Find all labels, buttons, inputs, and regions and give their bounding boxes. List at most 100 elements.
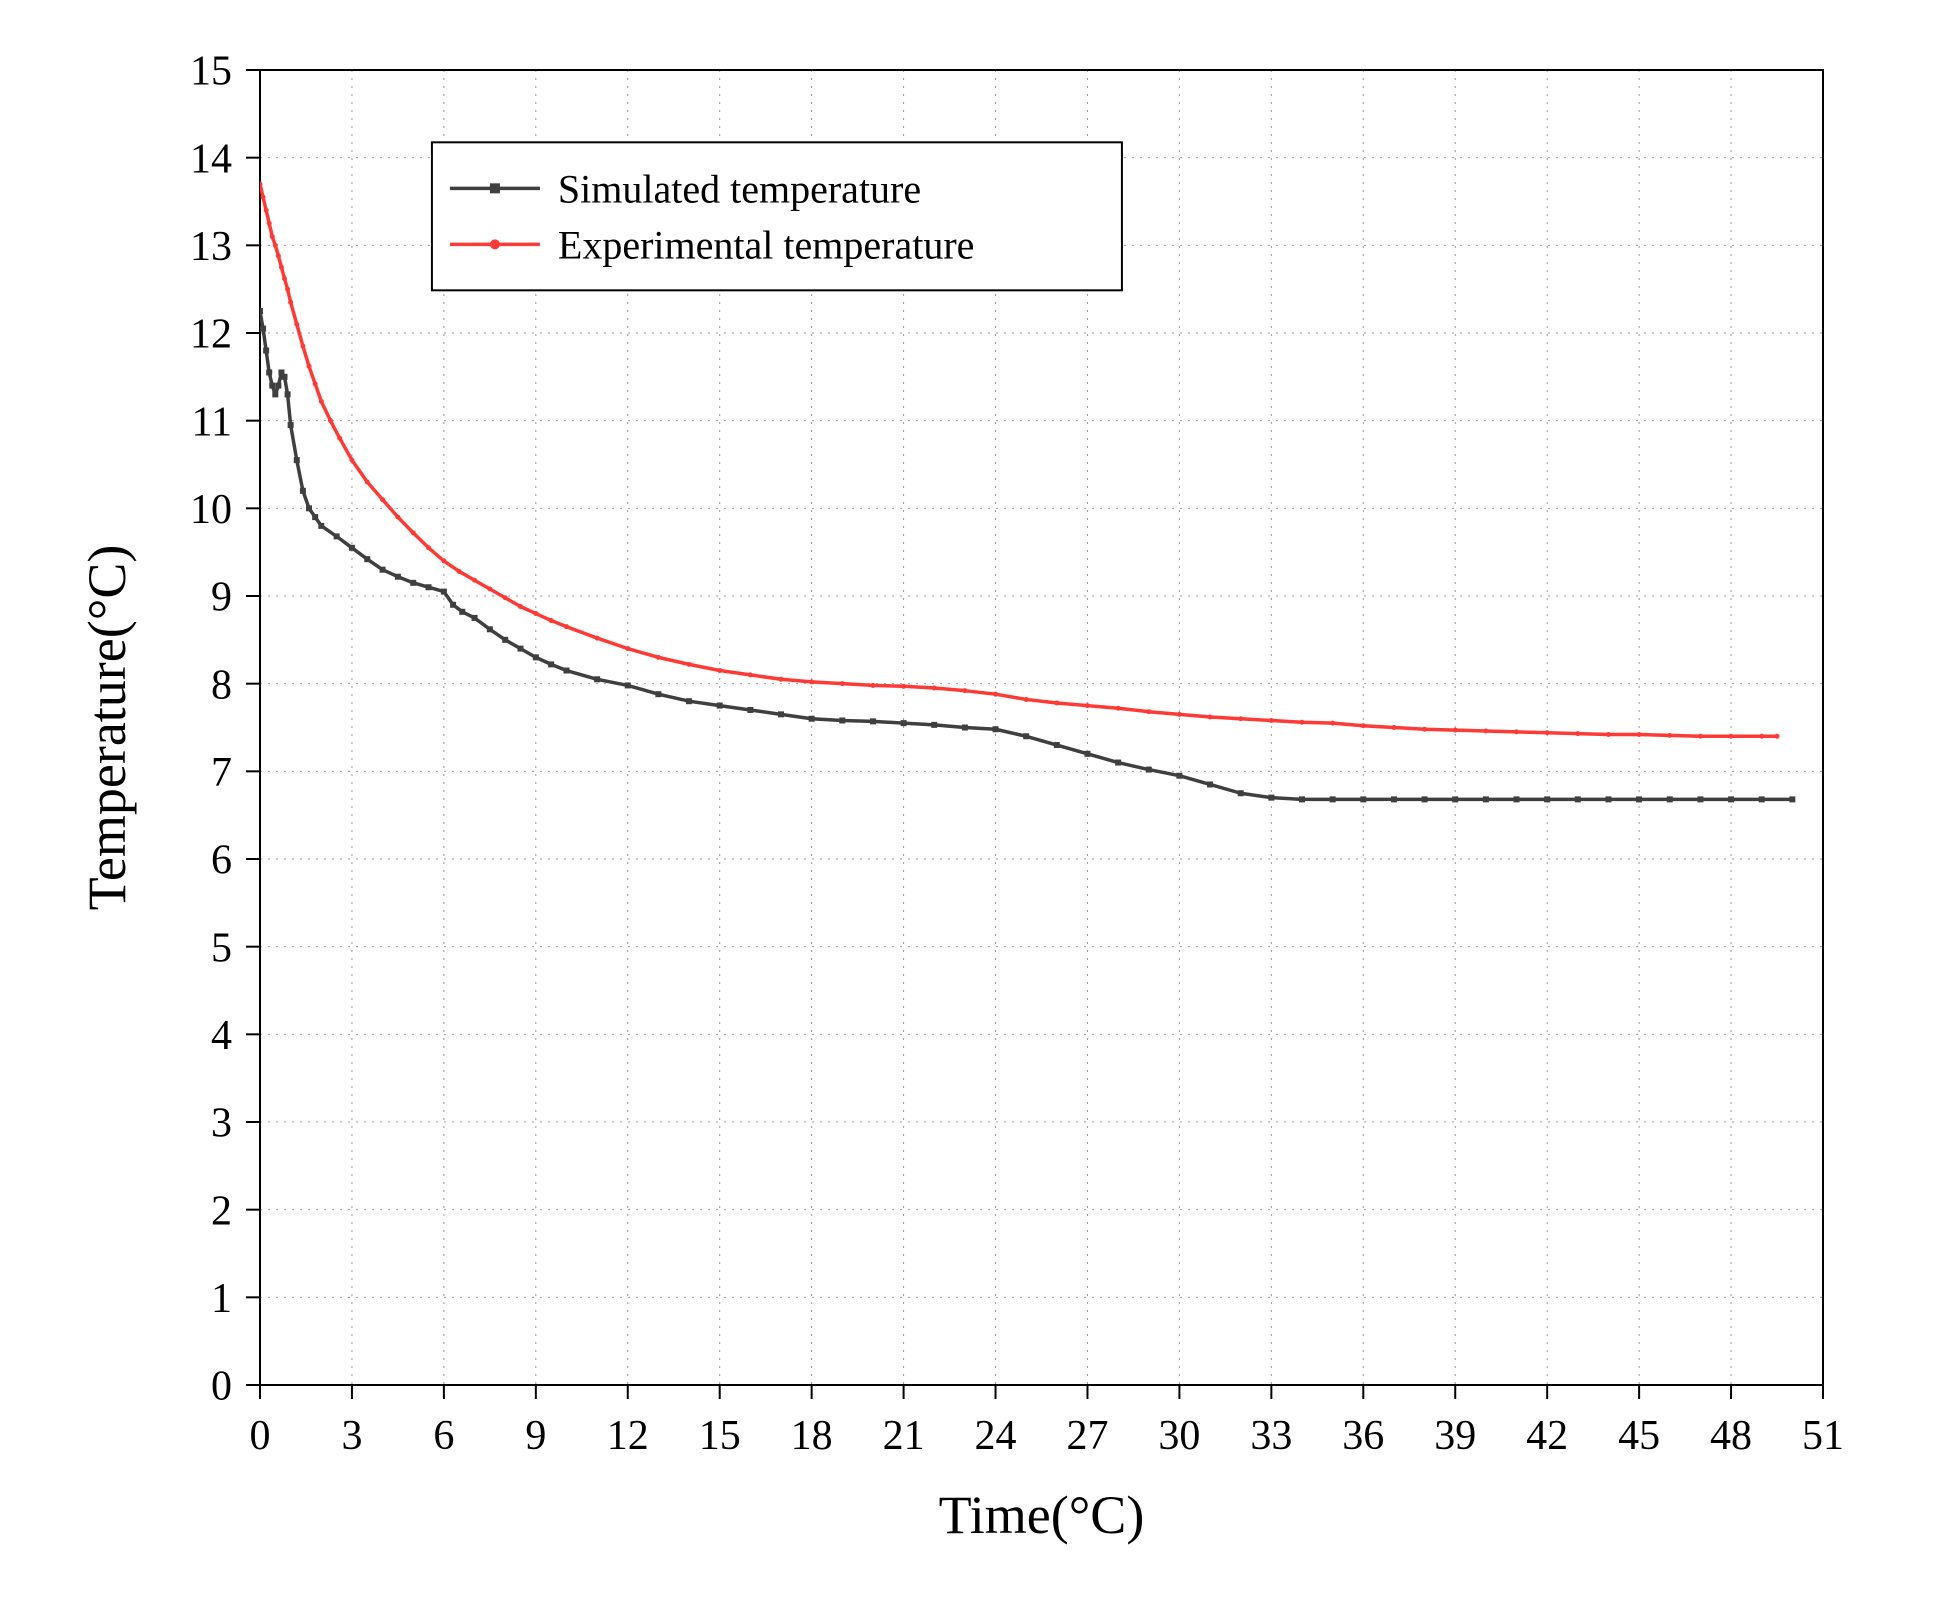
series-marker	[1759, 734, 1764, 739]
series-marker	[380, 567, 386, 573]
y-tick-label: 15	[190, 49, 232, 95]
series-marker	[840, 681, 845, 686]
y-tick-label: 7	[211, 750, 232, 796]
series-marker	[503, 595, 508, 600]
temperature-chart: 0369121518212427303336394245485101234567…	[0, 0, 1953, 1615]
series-marker	[518, 646, 524, 652]
series-marker	[870, 718, 876, 724]
series-marker	[1575, 731, 1580, 736]
series-marker	[1269, 718, 1274, 723]
chart-svg: 0369121518212427303336394245485101234567…	[0, 0, 1953, 1615]
series-marker	[1208, 714, 1213, 719]
x-tick-label: 21	[883, 1413, 925, 1459]
series-marker	[334, 533, 340, 539]
x-tick-label: 18	[791, 1413, 833, 1459]
series-marker	[809, 716, 815, 722]
y-tick-label: 11	[192, 399, 232, 445]
series-marker	[809, 679, 814, 684]
series-marker	[1452, 796, 1458, 802]
series-marker	[487, 626, 493, 632]
series-marker	[686, 698, 692, 704]
y-axis-label: Temperature(°C)	[77, 545, 137, 911]
series-marker	[275, 383, 281, 389]
x-tick-label: 39	[1434, 1413, 1476, 1459]
series-marker	[1775, 734, 1780, 739]
series-marker	[410, 580, 416, 586]
x-tick-label: 3	[341, 1413, 362, 1459]
series-marker	[931, 722, 937, 728]
x-tick-label: 45	[1618, 1413, 1660, 1459]
series-marker	[717, 668, 722, 673]
series-marker	[625, 682, 631, 688]
y-tick-label: 9	[211, 575, 232, 621]
series-marker	[1636, 796, 1642, 802]
series-marker	[1606, 732, 1611, 737]
y-tick-label: 6	[211, 838, 232, 884]
series-marker	[1361, 723, 1366, 728]
series-marker	[533, 654, 539, 660]
y-tick-label: 4	[211, 1013, 232, 1059]
series-marker	[276, 253, 281, 258]
y-tick-label: 13	[190, 224, 232, 270]
x-tick-label: 0	[250, 1413, 271, 1459]
series-marker	[1545, 730, 1550, 735]
series-marker	[563, 668, 569, 674]
series-marker	[1084, 751, 1090, 757]
series-marker	[779, 677, 784, 682]
series-marker	[307, 364, 312, 369]
series-marker	[260, 326, 266, 332]
series-marker	[312, 514, 318, 520]
series-marker	[747, 707, 753, 713]
series-marker	[266, 369, 272, 375]
y-tick-label: 10	[190, 487, 232, 533]
series-marker	[294, 322, 299, 327]
series-marker	[901, 684, 906, 689]
series-marker	[1146, 709, 1151, 714]
legend-label: Experimental temperature	[558, 222, 974, 267]
x-tick-label: 6	[433, 1413, 454, 1459]
series-marker	[300, 488, 306, 494]
x-tick-label: 42	[1526, 1413, 1568, 1459]
series-marker	[1177, 712, 1182, 717]
series-marker	[319, 399, 324, 404]
series-marker	[270, 234, 275, 239]
series-marker	[595, 636, 600, 641]
series-marker	[1667, 733, 1672, 738]
series-marker	[272, 391, 278, 397]
series-marker	[269, 383, 275, 389]
series-marker	[548, 661, 554, 667]
series-marker	[328, 418, 333, 423]
series-marker	[1391, 796, 1397, 802]
series-marker	[1023, 733, 1029, 739]
series-marker	[1115, 760, 1121, 766]
legend-label: Simulated temperature	[558, 166, 921, 211]
series-marker	[279, 265, 284, 270]
y-tick-label: 2	[211, 1188, 232, 1234]
x-axis-label: Time(°C)	[939, 1485, 1145, 1545]
series-marker	[1605, 796, 1611, 802]
series-marker	[748, 672, 753, 677]
x-tick-label: 9	[525, 1413, 546, 1459]
series-marker	[273, 243, 278, 248]
series-marker	[1360, 796, 1366, 802]
series-marker	[1789, 796, 1795, 802]
series-marker	[1085, 703, 1090, 708]
x-tick-label: 24	[975, 1413, 1017, 1459]
series-marker	[264, 208, 269, 213]
series-marker	[518, 604, 523, 609]
series-marker	[261, 195, 266, 200]
x-tick-label: 48	[1710, 1413, 1752, 1459]
series-marker	[1024, 697, 1029, 702]
series-marker	[993, 692, 998, 697]
series-marker	[1697, 796, 1703, 802]
series-marker	[1544, 796, 1550, 802]
series-marker	[1146, 767, 1152, 773]
series-marker	[1238, 790, 1244, 796]
series-marker	[1207, 781, 1213, 787]
x-tick-label: 12	[607, 1413, 649, 1459]
series-marker	[1575, 796, 1581, 802]
series-marker	[306, 505, 312, 511]
series-marker	[1238, 716, 1243, 721]
series-marker	[1054, 700, 1059, 705]
series-marker	[395, 574, 401, 580]
